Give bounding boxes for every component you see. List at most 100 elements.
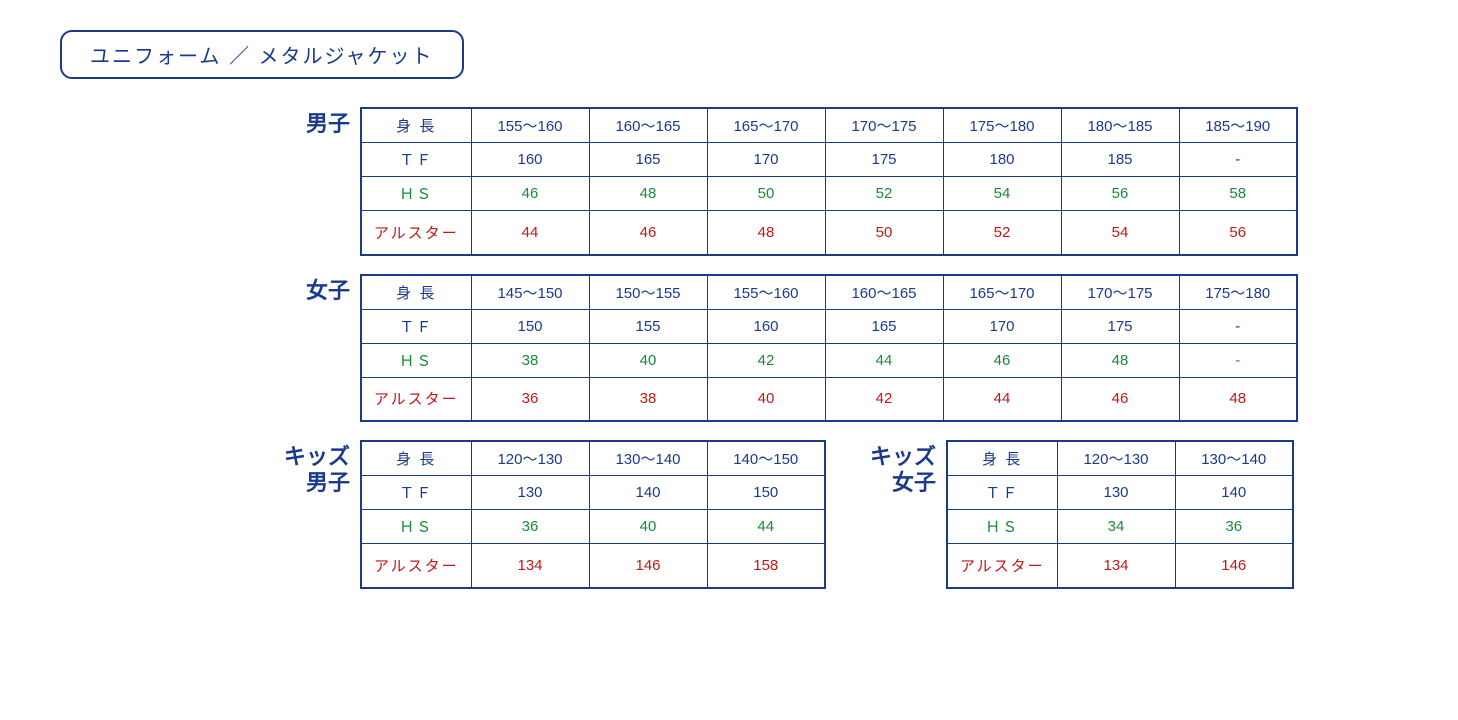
cell: 130～140 [1175,441,1293,476]
cell: 130 [1057,476,1175,510]
cell: 40 [707,377,825,421]
cell: 44 [943,377,1061,421]
cell: 170 [707,143,825,177]
cell: 52 [825,177,943,211]
rowhead-hs: ＨＳ [361,177,471,211]
rowhead-tf: ＴＦ [361,143,471,177]
cell: 146 [1175,544,1293,588]
cell: 160～165 [589,108,707,143]
cell: 130 [471,476,589,510]
page-title: ユニフォーム ／ メタルジャケット [60,30,464,79]
cell: 46 [471,177,589,211]
cell: 44 [471,211,589,255]
table-mens: 身 長 155～160 160～165 165～170 170～175 175～… [360,107,1298,256]
cell: 52 [943,211,1061,255]
cell: 48 [707,211,825,255]
cell: 36 [471,510,589,544]
cell: 140 [1175,476,1293,510]
rowhead-hs: ＨＳ [947,510,1057,544]
rowhead-height: 身 長 [947,441,1057,476]
rowhead-hs: ＨＳ [361,343,471,377]
cell: 150 [707,476,825,510]
cell: 34 [1057,510,1175,544]
cell: 165～170 [707,108,825,143]
cell: 150～155 [589,275,707,310]
cell: 140 [589,476,707,510]
cell: 46 [943,343,1061,377]
cell: 175 [1061,309,1179,343]
rowhead-height: 身 長 [361,441,471,476]
cell: - [1179,143,1297,177]
table-womens: 身 長 145～150 150～155 155～160 160～165 165～… [360,274,1298,423]
cell: 134 [1057,544,1175,588]
cell: 155～160 [707,275,825,310]
table-kids-girls: 身 長 120～130 130～140 ＴＦ 130 140 ＨＳ 34 36 … [946,440,1294,589]
cell: 54 [1061,211,1179,255]
cell: 160 [707,309,825,343]
rowhead-height: 身 長 [361,275,471,310]
rowhead-allstar: アルスター [947,544,1057,588]
section-kids-boys: キッズ 男子 身 長 120～130 130～140 140～150 ＴＦ 13… [270,440,826,589]
cell: 155～160 [471,108,589,143]
section-kids-row: キッズ 男子 身 長 120～130 130～140 140～150 ＴＦ 13… [270,440,1398,589]
cell: 165～170 [943,275,1061,310]
cell: 170～175 [825,108,943,143]
cell: 58 [1179,177,1297,211]
section-womens: 女子 身 長 145～150 150～155 155～160 160～165 1… [270,274,1398,423]
rowhead-tf: ＴＦ [947,476,1057,510]
cell: 165 [589,143,707,177]
cell: 40 [589,343,707,377]
cell: 54 [943,177,1061,211]
cell: 42 [825,377,943,421]
cell: 146 [589,544,707,588]
cell: 155 [589,309,707,343]
rowhead-tf: ＴＦ [361,309,471,343]
cell: 38 [471,343,589,377]
cell: 140～150 [707,441,825,476]
cell: 48 [1061,343,1179,377]
cell: 150 [471,309,589,343]
cell: 130～140 [589,441,707,476]
cell: 50 [825,211,943,255]
table-kids-boys: 身 長 120～130 130～140 140～150 ＴＦ 130 140 1… [360,440,826,589]
cell: 48 [589,177,707,211]
section-label-kids-boys: キッズ 男子 [270,440,360,497]
cell: 175 [825,143,943,177]
cell: 170 [943,309,1061,343]
cell: 160 [471,143,589,177]
cell: 44 [707,510,825,544]
section-label-mens: 男子 [270,107,360,137]
cell: 120～130 [471,441,589,476]
cell: 160～165 [825,275,943,310]
cell: - [1179,309,1297,343]
rowhead-allstar: アルスター [361,377,471,421]
cell: 120～130 [1057,441,1175,476]
cell: 46 [1061,377,1179,421]
cell: 38 [589,377,707,421]
cell: 158 [707,544,825,588]
cell: 175～180 [943,108,1061,143]
cell: 44 [825,343,943,377]
section-label-womens: 女子 [270,274,360,304]
cell: 175～180 [1179,275,1297,310]
cell: 134 [471,544,589,588]
rowhead-allstar: アルスター [361,211,471,255]
cell: 36 [1175,510,1293,544]
cell: 185 [1061,143,1179,177]
cell: 50 [707,177,825,211]
cell: 165 [825,309,943,343]
cell: 42 [707,343,825,377]
cell: 46 [589,211,707,255]
cell: 56 [1061,177,1179,211]
cell: 36 [471,377,589,421]
cell: 40 [589,510,707,544]
cell: 185～190 [1179,108,1297,143]
cell: 56 [1179,211,1297,255]
cell: 145～150 [471,275,589,310]
section-label-kids-girls: キッズ 女子 [856,440,946,497]
rowhead-tf: ＴＦ [361,476,471,510]
section-mens: 男子 身 長 155～160 160～165 165～170 170～175 1… [270,107,1398,256]
cell: 180～185 [1061,108,1179,143]
rowhead-hs: ＨＳ [361,510,471,544]
rowhead-height: 身 長 [361,108,471,143]
